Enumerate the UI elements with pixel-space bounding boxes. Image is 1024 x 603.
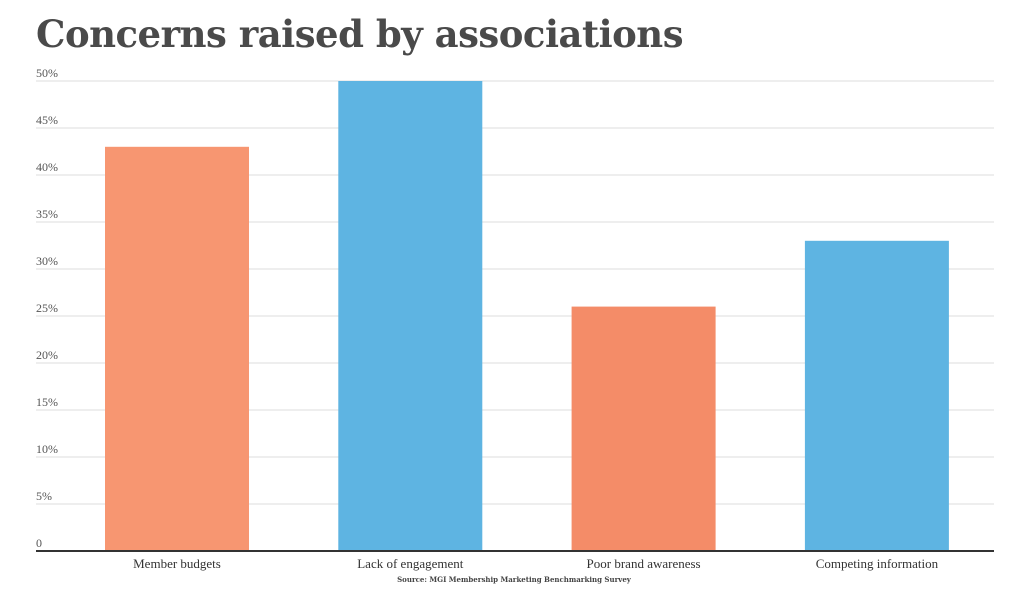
y-tick-label: 50% [36,66,58,80]
source-note: Source: MGI Membership Marketing Benchma… [397,575,632,584]
bars [105,81,949,552]
y-tick-label: 35% [36,207,58,221]
y-tick-label: 45% [36,113,58,127]
y-axis-ticks: 0 5% 10% 15% 20% 25% 30% 35% 40% 45% 50% [36,66,58,550]
x-tick-label: Poor brand awareness [587,556,701,571]
y-tick-label: 10% [36,442,58,456]
y-tick-label: 5% [36,489,52,503]
x-tick-label: Competing information [816,556,939,571]
x-tick-label: Lack of engagement [357,556,464,571]
chart-title: Concerns raised by associations [36,12,684,56]
y-tick-label: 25% [36,301,58,315]
x-axis-labels: Member budgets Lack of engagement Poor bra… [133,556,938,571]
x-tick-label: Member budgets [133,556,221,571]
y-tick-label: 40% [36,160,58,174]
bar [804,240,949,552]
y-tick-label: 20% [36,348,58,362]
y-tick-label: 0 [36,536,42,550]
y-tick-label: 30% [36,254,58,268]
bar [105,146,249,552]
bar [571,306,716,551]
y-tick-label: 15% [36,395,58,409]
bar [338,81,483,551]
